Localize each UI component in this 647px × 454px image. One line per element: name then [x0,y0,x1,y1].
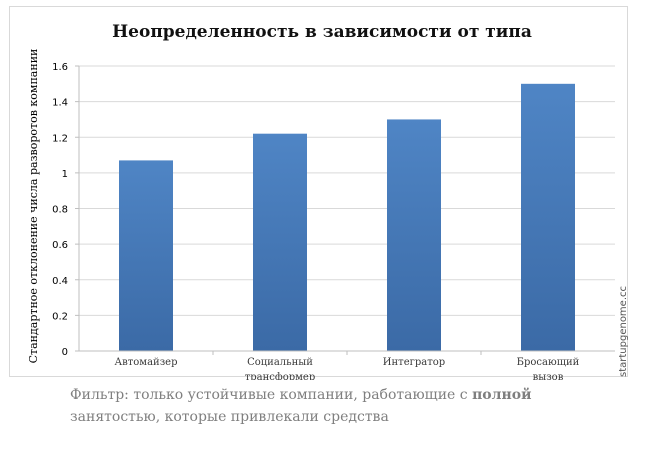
x-tick-labels: Автомайзер Социальный трансформер Интеграто… [115,357,580,380]
chart-title: Неопределенность в зависимости от типа [112,22,532,42]
y-tick-label: 1.6 [52,62,68,73]
chart-caption: Фильтр: только устойчивые компании, рабо… [70,384,630,428]
y-tick-labels: 0 0.2 0.4 0.6 0.8 1 1.2 1.4 1.6 [52,62,68,358]
bar [253,133,307,351]
bar [521,83,575,351]
bar [119,160,173,351]
watermark-text: startupgenome.cc [618,286,629,377]
y-tick-label: 0 [62,347,68,358]
y-tick-label: 0.6 [52,240,68,251]
caption-bold: полной [472,387,532,403]
bars [119,83,575,351]
x-tick-label: Интегратор [383,357,445,368]
x-tick-label: трансформер [245,372,316,380]
y-tick-label: 1 [62,169,68,180]
caption-text-2: занятостью, которые привлекали средства [70,409,389,425]
x-tick-label: Социальный [247,357,313,368]
y-tick-label: 1.2 [52,133,68,144]
bar-chart: Неопределенность в зависимости от типа С… [27,22,629,380]
y-tick-label: 0.8 [52,205,68,216]
bar [387,119,441,351]
x-tick-label: Автомайзер [115,357,178,368]
x-tick-label: вызов [533,372,564,380]
y-tick-label: 1.4 [52,98,68,109]
caption-text-1: Фильтр: только устойчивые компании, рабо… [70,387,473,403]
y-tick-label: 0.4 [52,276,68,287]
x-tick-label: Бросающий [517,357,580,368]
y-tick-label: 0.2 [52,311,68,322]
y-axis-label: Стандартное отклонение числа разворотов … [27,49,40,364]
